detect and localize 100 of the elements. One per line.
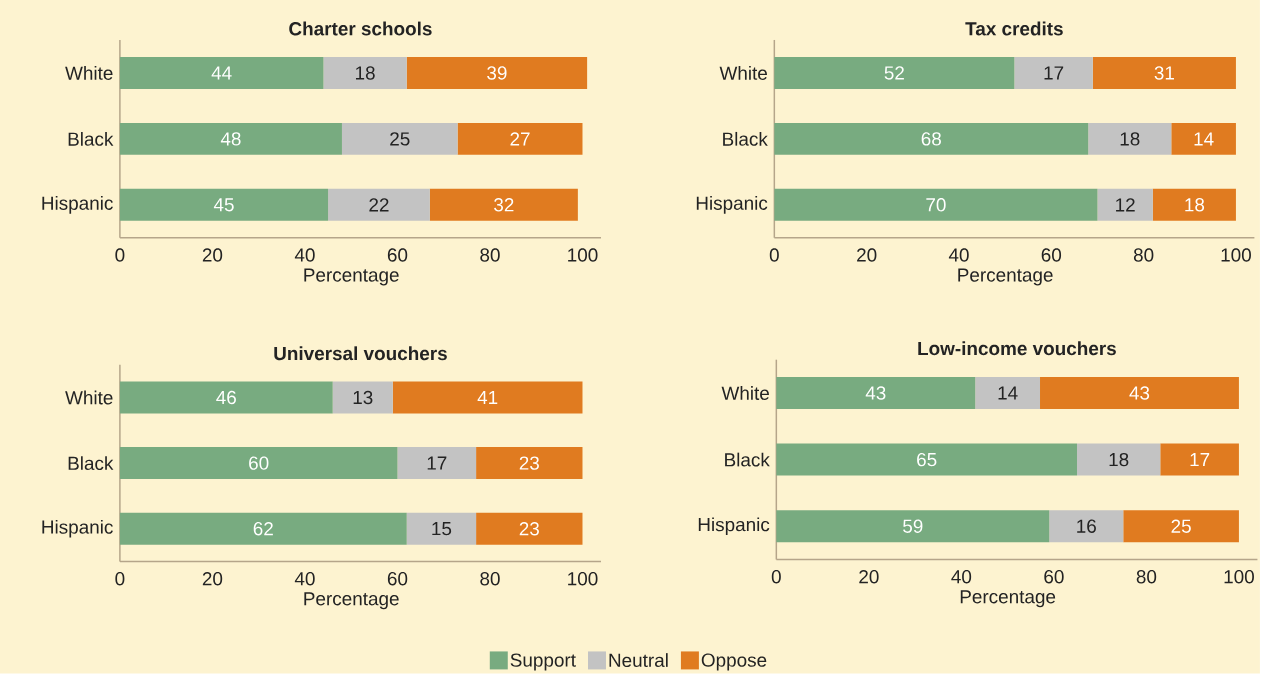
y-tick-label: White	[721, 386, 769, 401]
data-label: 32	[494, 198, 514, 212]
x-tick-label: 20	[859, 570, 879, 584]
x-tick-label: 100	[568, 248, 598, 262]
data-label: 39	[487, 66, 507, 80]
x-tick-label: 60	[1041, 248, 1062, 262]
data-label: 17	[1044, 66, 1064, 80]
bar	[1049, 510, 1124, 543]
x-axis-title: Percentage	[304, 268, 399, 286]
data-label: 23	[519, 522, 539, 536]
x-axis-title: Percentage	[960, 590, 1056, 608]
bar	[1097, 188, 1153, 221]
legend-label: Oppose	[701, 653, 767, 671]
data-label: 46	[216, 390, 236, 405]
bar	[1123, 510, 1239, 543]
bar	[1040, 377, 1239, 410]
bar	[1092, 57, 1236, 90]
x-tick-label: 60	[1044, 570, 1064, 584]
data-label: 45	[213, 198, 234, 212]
bar	[476, 447, 583, 480]
bar	[332, 381, 393, 414]
data-label: 60	[249, 456, 269, 470]
x-axis-title: Percentage	[304, 592, 399, 610]
chart-title: Universal vouchers	[274, 346, 447, 361]
data-label: 43	[865, 386, 886, 400]
legend-label: Support	[510, 653, 576, 671]
bar	[1088, 123, 1172, 156]
data-label: 18	[1120, 132, 1140, 146]
y-tick-label: Black	[725, 452, 770, 467]
bar	[457, 123, 583, 156]
y-tick-label: Hispanic	[698, 517, 770, 536]
x-tick-label: 20	[202, 248, 223, 262]
bar	[1152, 188, 1236, 221]
x-tick-label: 80	[1136, 570, 1157, 584]
data-label: 68	[921, 132, 941, 146]
y-tick-label: Black	[68, 132, 114, 146]
bar	[1160, 443, 1239, 476]
data-label: 15	[432, 522, 452, 536]
y-tick-label: Black	[68, 456, 114, 471]
x-tick-label: 20	[202, 572, 223, 586]
bar	[119, 188, 329, 221]
bar	[397, 447, 477, 480]
data-label: 14	[998, 386, 1018, 400]
bar	[774, 188, 1098, 221]
data-label: 13	[353, 390, 373, 405]
data-label: 12	[1116, 198, 1135, 212]
data-label: 18	[355, 66, 375, 80]
x-tick-label: 100	[568, 572, 598, 586]
legend-label: Neutral	[609, 653, 668, 668]
x-tick-label: 60	[387, 572, 408, 586]
x-tick-label: 0	[771, 570, 781, 584]
bar	[119, 447, 398, 480]
data-label: 27	[510, 132, 530, 146]
bar	[406, 57, 588, 90]
data-label: 17	[427, 456, 447, 470]
bar	[774, 123, 1089, 156]
data-label: 16	[1077, 519, 1096, 534]
x-tick-label: 100	[1221, 248, 1251, 262]
x-tick-label: 60	[387, 248, 408, 262]
data-label: 18	[1185, 198, 1205, 212]
data-label: 25	[1171, 519, 1191, 534]
x-tick-label: 20	[857, 248, 877, 262]
y-tick-label: Hispanic	[42, 196, 113, 214]
data-label: 25	[390, 132, 410, 146]
bar	[774, 57, 1015, 90]
y-tick-label: Hispanic	[42, 520, 113, 538]
data-label: 18	[1109, 453, 1129, 467]
bar	[776, 443, 1078, 476]
x-tick-label: 80	[480, 572, 500, 586]
data-label: 48	[220, 132, 241, 146]
bar	[119, 381, 333, 414]
x-tick-label: 40	[951, 570, 972, 584]
bar	[119, 123, 342, 156]
bar	[776, 377, 976, 410]
x-tick-label: 40	[294, 248, 315, 262]
bar	[1171, 123, 1236, 156]
data-label: 59	[903, 519, 923, 534]
y-tick-label: Black	[723, 132, 768, 146]
y-tick-label: White	[719, 66, 767, 81]
x-tick-label: 100	[1224, 570, 1254, 584]
data-label: 14	[1194, 132, 1214, 146]
x-tick-label: 0	[115, 248, 125, 262]
data-label: 62	[253, 522, 273, 536]
x-tick-label: 40	[294, 572, 315, 586]
bar	[476, 512, 583, 545]
y-tick-label: White	[65, 390, 113, 405]
data-label: 23	[519, 456, 539, 470]
bar	[392, 381, 583, 414]
bar	[429, 188, 578, 221]
chart-title: Charter schools	[289, 21, 432, 36]
bar	[1014, 57, 1093, 90]
data-label: 52	[884, 66, 904, 80]
chart-title: Low-income vouchers	[918, 341, 1116, 356]
data-label: 31	[1154, 66, 1174, 80]
data-label: 65	[917, 453, 937, 467]
y-tick-label: Hispanic	[696, 196, 768, 214]
chart-title: Tax credits	[965, 21, 1063, 36]
data-label: 70	[926, 198, 946, 212]
bar	[341, 123, 458, 156]
x-tick-label: 80	[1133, 248, 1154, 262]
